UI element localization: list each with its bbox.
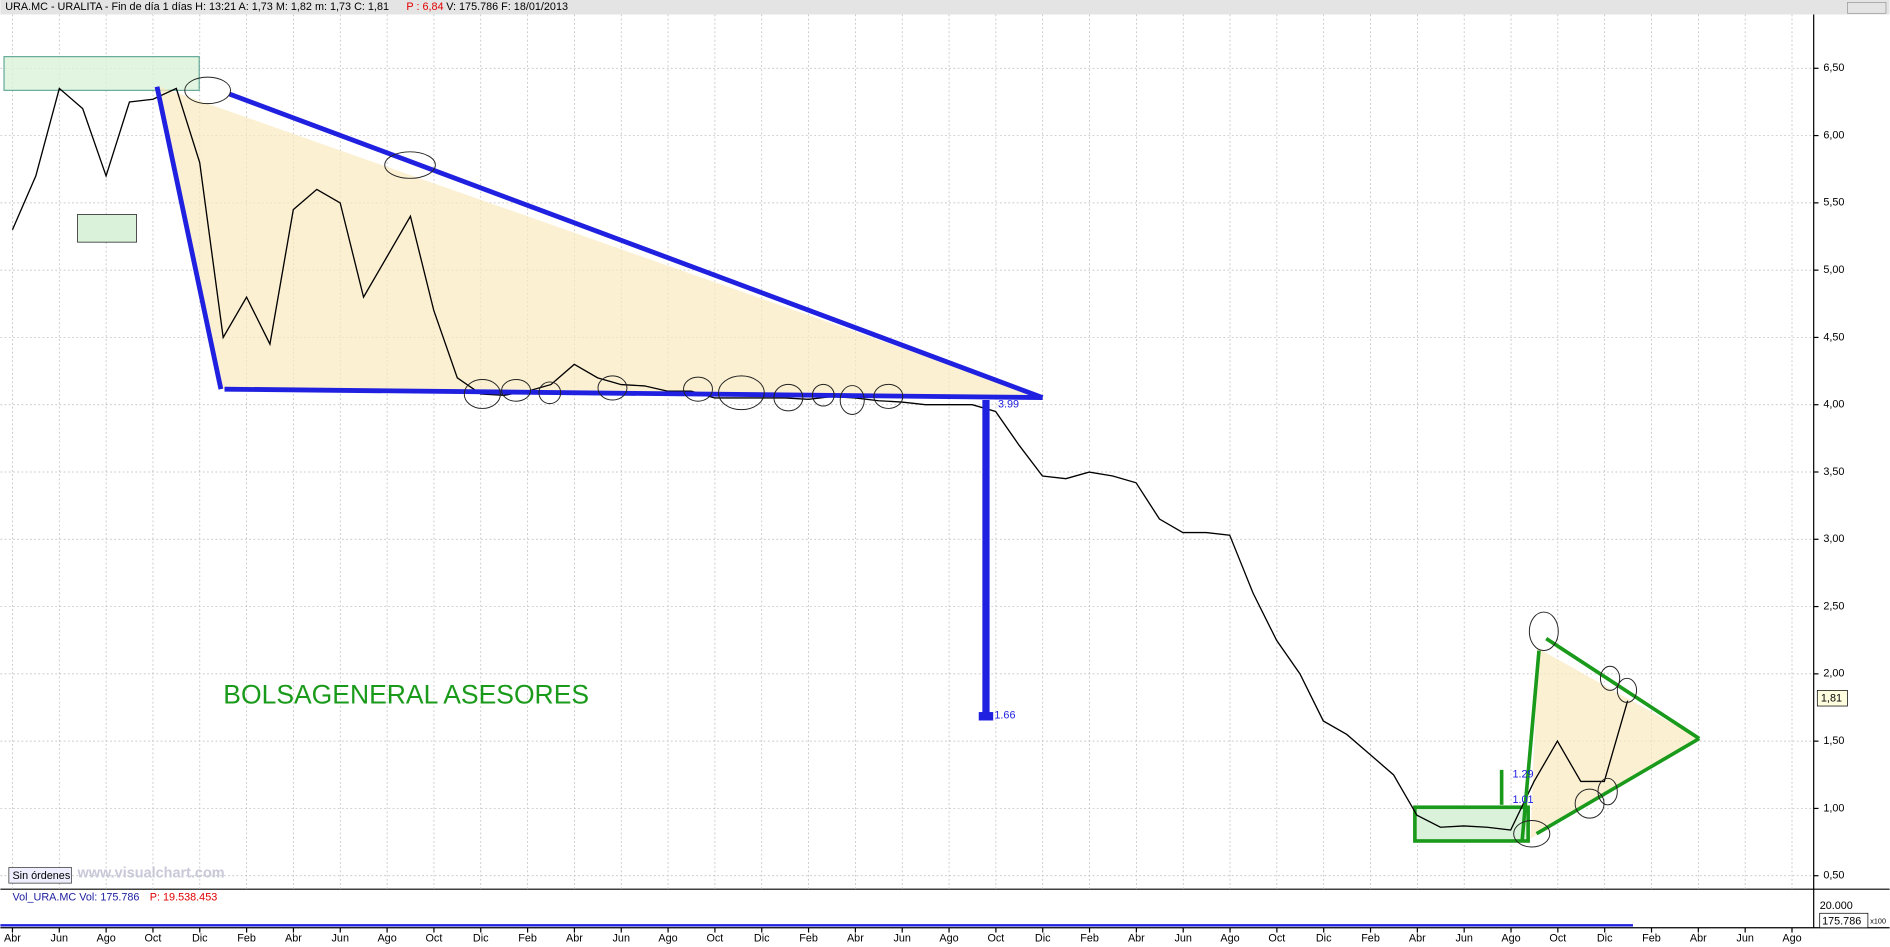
x-tick-label: Abr	[1690, 932, 1707, 944]
y-tick-label: 2,50	[1823, 600, 1844, 612]
volume-title: Vol_URA.MC Vol: 175.786	[12, 891, 139, 903]
header-change: P : 6,84	[406, 1, 443, 13]
x-tick-label: Abr	[847, 932, 864, 944]
y-tick-label: 5,50	[1823, 197, 1844, 209]
brand-annotation: BOLSAGENERAL ASESORES	[223, 679, 589, 709]
volume-last: 175.786	[1822, 916, 1861, 928]
x-tick-label: Dic	[1035, 932, 1051, 944]
y-tick-label: 2,00	[1823, 668, 1844, 680]
x-tick-label: Ago	[377, 932, 396, 944]
window-controls[interactable]	[1847, 2, 1887, 14]
target-marker	[978, 712, 994, 721]
x-tick-label: Ago	[96, 932, 115, 944]
level-label: 1.01	[1512, 794, 1533, 806]
volume-unit: x100	[1870, 917, 1886, 926]
x-tick-label: Dic	[1597, 932, 1613, 944]
watermark: www.visualchart.com	[77, 865, 225, 881]
x-tick-label: Dic	[1316, 932, 1332, 944]
y-tick-label: 1,00	[1823, 802, 1844, 814]
level-label: 1.29	[1512, 769, 1533, 781]
x-tick-label: Jun	[613, 932, 630, 944]
header-info: URA.MC - URALITA - Fin de día 1 días H: …	[5, 1, 389, 13]
y-tick-label: 4,50	[1823, 331, 1844, 343]
y-tick-label: 5,00	[1823, 264, 1844, 276]
y-tick-label: 1,50	[1823, 735, 1844, 747]
range-box	[1413, 805, 1530, 843]
x-tick-label: Dic	[473, 932, 489, 944]
x-tick-label: Ago	[1782, 932, 1801, 944]
volume-axis-label: 20.000	[1820, 900, 1853, 912]
x-tick-label: Ago	[1501, 932, 1520, 944]
x-tick-label: Dic	[754, 932, 770, 944]
x-tick-label: Feb	[1642, 932, 1661, 944]
range-box	[3, 56, 200, 91]
x-tick-label: Oct	[145, 932, 162, 944]
y-tick-label: 6,50	[1823, 62, 1844, 74]
x-tick-label: Abr	[1409, 932, 1426, 944]
x-tick-label: Ago	[1220, 932, 1239, 944]
x-tick-label: Feb	[237, 932, 256, 944]
y-tick-label: 0,50	[1823, 870, 1844, 882]
triangle-fill	[159, 86, 1043, 398]
x-tick-label: Oct	[1268, 932, 1285, 944]
y-tick-label: 6,00	[1823, 129, 1844, 141]
x-tick-label: Oct	[706, 932, 723, 944]
x-tick-label: Abr	[285, 932, 302, 944]
x-tick-label: Abr	[566, 932, 583, 944]
orders-button-label[interactable]: Sin órdenes	[12, 870, 70, 882]
last-price: 1,81	[1821, 693, 1842, 705]
x-tick-label: Jun	[332, 932, 349, 944]
x-tick-label: Jun	[893, 932, 910, 944]
x-tick-label: Jun	[1455, 932, 1472, 944]
highlight-ellipses	[184, 76, 1638, 848]
price-line	[11, 87, 1629, 831]
y-tick-label: 3,00	[1823, 533, 1844, 545]
x-tick-label: Oct	[425, 932, 442, 944]
volume-last-box	[1819, 912, 1869, 929]
x-tick-label: Feb	[1361, 932, 1380, 944]
x-tick-label: Ago	[658, 932, 677, 944]
header-tail: V: 175.786 F: 18/01/2013	[446, 1, 568, 13]
y-tick-label: 3,50	[1823, 466, 1844, 478]
triangle-lines	[1499, 637, 1701, 842]
level-label: 3.99	[998, 399, 1019, 411]
x-tick-label: Dic	[192, 932, 208, 944]
triangle-lines	[154, 86, 1044, 401]
x-tick-label: Abr	[1128, 932, 1145, 944]
x-tick-label: Feb	[518, 932, 537, 944]
volume-change: P: 19.538.453	[150, 891, 217, 903]
y-tick-label: 4,00	[1823, 399, 1844, 411]
x-tick-label: Oct	[987, 932, 1004, 944]
x-tick-label: Feb	[799, 932, 818, 944]
header-bar	[0, 0, 1890, 15]
orders-button[interactable]	[8, 867, 72, 884]
last-price-box	[1816, 690, 1848, 707]
x-tick-label: Ago	[939, 932, 958, 944]
level-label: 1.66	[994, 710, 1015, 722]
x-tick-label: Oct	[1549, 932, 1566, 944]
x-tick-label: Jun	[1736, 932, 1753, 944]
x-tick-label: Jun	[51, 932, 68, 944]
range-box	[77, 214, 137, 243]
x-tick-label: Jun	[1174, 932, 1191, 944]
x-tick-label: Abr	[4, 932, 21, 944]
x-tick-label: Feb	[1080, 932, 1099, 944]
